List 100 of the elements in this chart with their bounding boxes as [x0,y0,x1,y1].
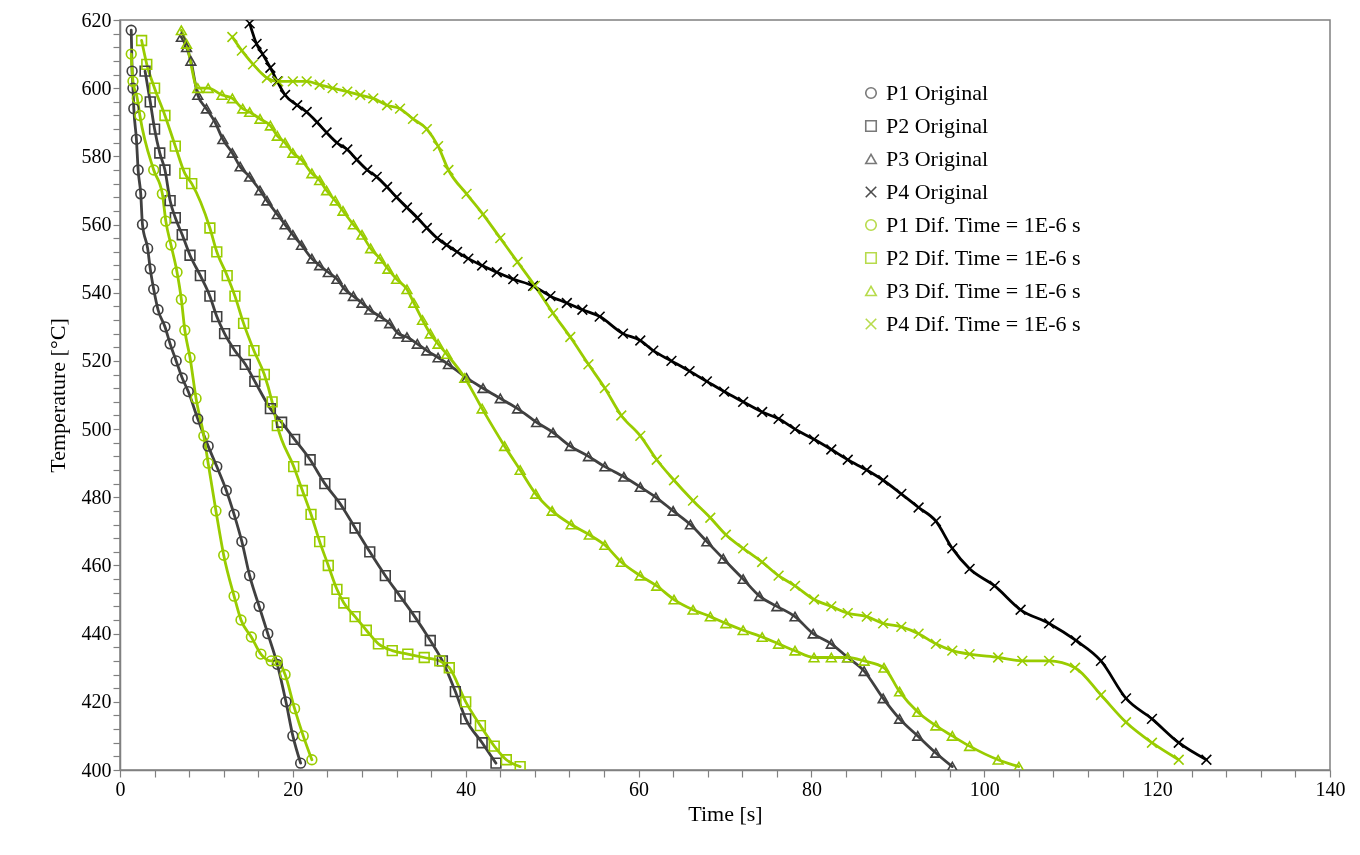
y-tick-label: 440 [81,622,112,645]
point [148,82,161,94]
point [460,696,472,708]
point [165,239,177,251]
point [202,457,214,469]
point [275,416,288,428]
point [402,648,414,660]
point [179,324,191,336]
x-tick-label: 120 [1142,777,1173,800]
point [226,31,239,43]
y-tick-label: 600 [81,76,112,99]
point [288,702,301,715]
point [144,96,156,108]
point [288,460,300,473]
point [184,351,196,364]
legend-label: P1 Dif. Time = 1E-6 s [886,212,1081,237]
legend-label: P1 Original [886,80,989,105]
point [248,345,260,357]
point [296,484,309,497]
point [204,290,216,302]
point [305,508,317,520]
point [164,195,176,207]
legend-label: P3 Original [886,146,989,171]
point [490,757,502,769]
point [184,249,196,261]
point [156,188,169,200]
point [338,597,350,609]
y-tick-label: 400 [81,758,112,781]
point [159,321,171,333]
point [159,164,171,176]
point [379,570,392,582]
point [1016,655,1028,667]
point [449,685,462,698]
point [476,737,488,749]
point [271,420,283,432]
point [297,730,309,742]
point [148,164,160,176]
point [334,498,347,510]
point [144,263,156,275]
point [229,345,241,357]
point [349,522,361,534]
point [313,535,326,548]
point [280,696,292,708]
point [218,327,231,340]
point [386,645,398,657]
point [409,610,421,623]
point [258,368,271,381]
point [141,58,153,70]
point [294,757,307,769]
point [152,304,164,316]
point [128,102,140,115]
y-tick-label: 620 [81,8,112,31]
point [125,48,137,60]
point [443,662,455,674]
point [424,634,436,647]
point [418,651,430,664]
point [127,82,139,94]
y-tick-label: 480 [81,485,112,508]
point [264,402,277,415]
point [135,188,147,200]
point [237,317,250,330]
point [488,740,500,752]
point [139,65,151,77]
x-tick-label: 100 [969,777,1000,800]
point [171,266,183,278]
point [500,754,513,766]
y-tick-label: 540 [81,281,112,304]
y-tick-label: 460 [81,553,112,576]
point [176,372,188,384]
point [304,454,316,466]
point [249,375,261,388]
y-tick-label: 580 [81,144,112,167]
point [287,730,299,742]
point [210,505,222,517]
point [186,177,198,190]
x-tick-label: 80 [801,777,822,800]
point [326,82,339,94]
legend-label: P3 Dif. Time = 1E-6 s [886,278,1081,303]
point [202,440,214,452]
point [194,270,207,282]
point [394,590,406,602]
x-tick-label: 0 [115,777,126,800]
point [136,218,149,231]
point [360,624,372,636]
point [175,293,188,306]
x-tick-label: 20 [283,777,304,800]
point [228,508,240,520]
point [141,242,154,255]
point [229,290,241,302]
point [877,617,889,630]
point [239,358,251,370]
point [266,396,278,408]
point [243,570,256,582]
y-tick-label: 560 [81,213,112,236]
point [125,24,137,36]
legend-label: P2 Original [886,113,989,138]
point [148,283,160,295]
point [211,310,223,323]
point [170,355,182,367]
point [262,627,274,640]
